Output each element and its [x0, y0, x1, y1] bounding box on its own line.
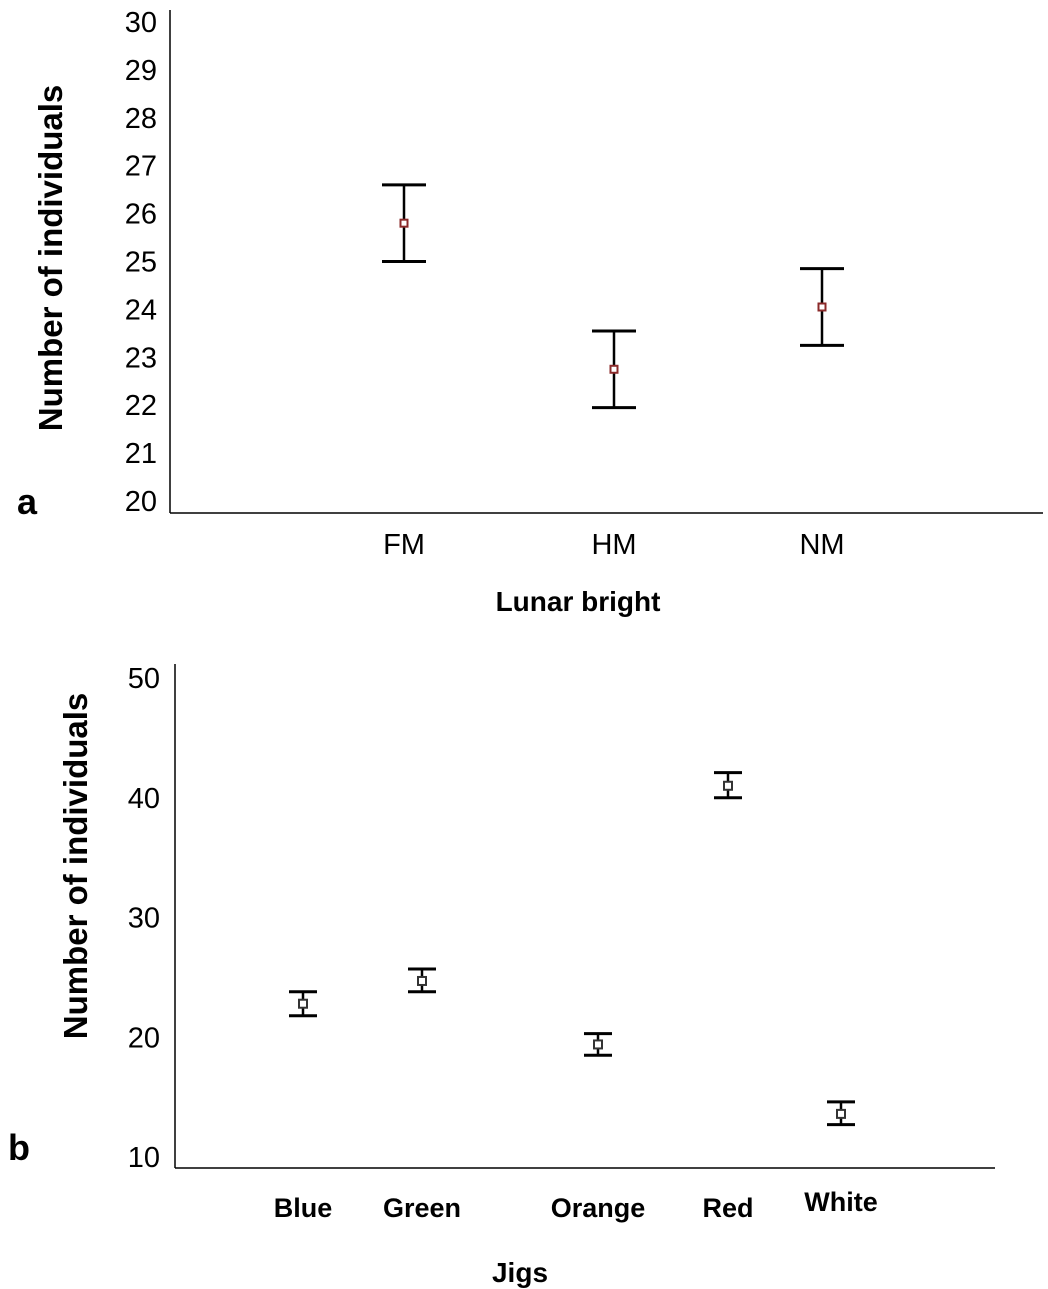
panel-b-x-tick-labels: Blue Green Orange Red White — [274, 1187, 878, 1223]
panel-b-y-tick-label: 20 — [128, 1022, 160, 1054]
panel-a-y-tick-label: 23 — [125, 342, 157, 374]
panel-a-x-tick-label: FM — [383, 529, 425, 561]
panel-b-point-white — [837, 1110, 845, 1118]
panel-b-x-tick-label: Orange — [551, 1193, 646, 1223]
panel-a-y-tick-label: 26 — [125, 199, 157, 231]
panel-b-data-marks — [289, 773, 855, 1125]
panel-a-y-tick-label: 27 — [125, 151, 157, 183]
panel-a-data-marks — [382, 185, 844, 408]
panel-a-letter: a — [17, 481, 38, 522]
panel-b-x-tick-label: Green — [383, 1193, 461, 1223]
panel-b-y-tick-labels: 10 20 30 40 50 — [128, 663, 160, 1174]
panel-a-x-tick-labels: FM HM NM — [383, 529, 844, 561]
panel-b-point-green — [418, 977, 426, 985]
panel-b-point-blue — [299, 1000, 307, 1008]
panel-a-y-tick-labels: 20 21 22 23 24 25 26 27 28 29 30 — [125, 7, 157, 518]
panel-b-x-tick-label: Blue — [274, 1193, 333, 1223]
panel-a-y-axis-title: Number of individuals — [32, 85, 69, 432]
panel-b-x-tick-label: Red — [702, 1193, 753, 1223]
panel-a-y-tick-label: 29 — [125, 55, 157, 87]
panel-b-letter: b — [8, 1127, 30, 1168]
panel-a-x-axis-title: Lunar bright — [496, 586, 661, 617]
panel-a-point-fm — [401, 220, 408, 227]
panel-a-y-tick-label: 25 — [125, 247, 157, 279]
panel-a-point-hm — [611, 366, 618, 373]
panel-a-x-tick-label: HM — [591, 529, 636, 561]
panel-b-y-axis-title: Number of individuals — [57, 693, 94, 1040]
panel-a-y-tick-label: 22 — [125, 390, 157, 422]
panel-a-y-tick-label: 20 — [125, 486, 157, 518]
panel-b-x-axis-title: Jigs — [492, 1257, 548, 1288]
panel-b-y-tick-label: 10 — [128, 1142, 160, 1174]
panel-b-y-tick-label: 50 — [128, 663, 160, 695]
panel-b-x-tick-label: White — [804, 1187, 878, 1217]
panel-a-x-tick-label: NM — [799, 529, 844, 561]
panel-a-y-tick-label: 24 — [125, 294, 157, 326]
panel-a-y-tick-label: 30 — [125, 7, 157, 39]
panel-b-point-orange — [594, 1040, 602, 1048]
panel-a-y-tick-label: 21 — [125, 438, 157, 470]
panel-b-point-red — [724, 782, 732, 790]
panel-a-chart: 20 21 22 23 24 25 26 27 28 29 30 FM HM NM Lunar brig… — [17, 7, 1043, 617]
panel-b-y-tick-label: 40 — [128, 783, 160, 815]
panel-b-y-tick-label: 30 — [128, 903, 160, 935]
panel-a-y-tick-label: 28 — [125, 103, 157, 135]
panel-a-point-nm — [819, 304, 826, 311]
